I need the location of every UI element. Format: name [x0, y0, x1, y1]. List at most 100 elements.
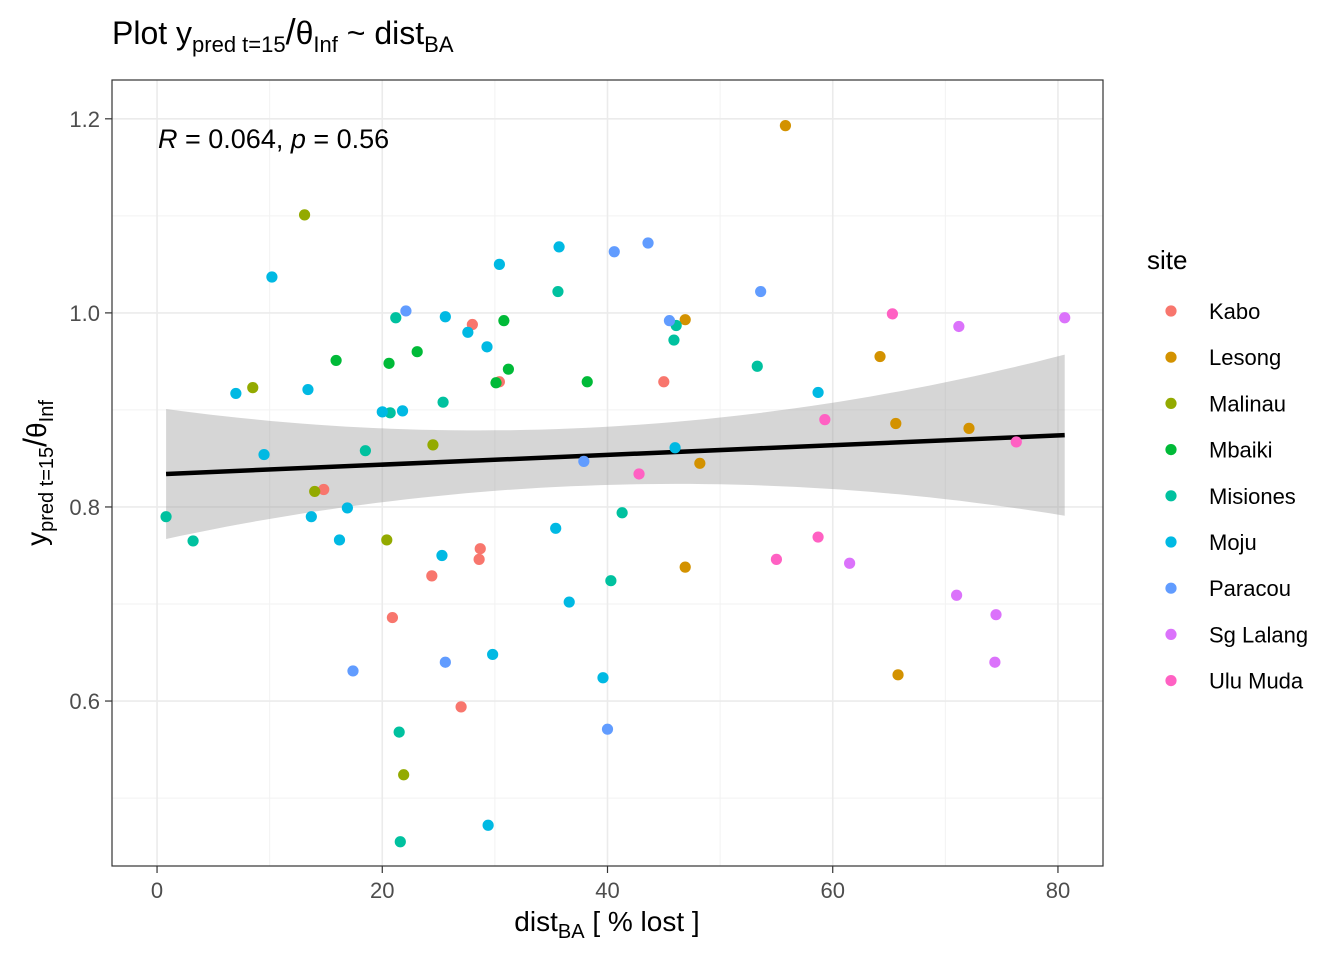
data-point: [462, 326, 474, 338]
legend-key: [1165, 628, 1177, 641]
data-point: [298, 209, 311, 221]
data-point: [605, 575, 617, 587]
legend-key: [1165, 490, 1177, 502]
data-point: [266, 271, 278, 283]
data-point: [302, 383, 314, 396]
legend-title: site: [1147, 245, 1187, 275]
y-tick-label: 0.6: [69, 689, 100, 714]
x-axis-title: distBA [ % lost ]: [514, 906, 699, 943]
data-point: [383, 357, 395, 369]
data-point: [989, 656, 1001, 668]
data-point: [400, 305, 412, 317]
data-point: [394, 836, 406, 848]
legend-label: Lesong: [1209, 345, 1281, 370]
legend-key: [1165, 305, 1177, 317]
x-axis: 0 20 40 60 80: [151, 866, 1070, 903]
data-point: [359, 445, 371, 457]
data-point: [427, 439, 439, 451]
data-point: [563, 596, 575, 608]
y-tick-label: 0.8: [69, 495, 100, 520]
legend: site Kabo Lesong Malinau Mbaiki Misiones Moju…: [1147, 245, 1308, 694]
data-point: [812, 386, 824, 399]
legend-label: Malinau: [1209, 391, 1286, 416]
data-point: [552, 285, 564, 298]
data-point: [487, 648, 499, 661]
y-tick-label: 1.2: [69, 107, 100, 132]
data-point: [309, 485, 321, 498]
data-point: [393, 726, 405, 738]
data-point: [411, 346, 423, 358]
data-points: [160, 120, 1071, 848]
data-point: [333, 534, 346, 546]
data-point: [616, 507, 628, 519]
data-point: [669, 442, 681, 454]
data-point: [390, 312, 402, 324]
x-tick-label: 20: [370, 878, 394, 903]
data-point: [578, 455, 590, 467]
data-point: [305, 511, 317, 523]
data-point: [386, 611, 399, 624]
data-point: [755, 285, 767, 298]
data-point: [493, 258, 505, 270]
data-point: [608, 246, 620, 258]
x-tick-label: 80: [1046, 878, 1070, 903]
data-point: [436, 549, 448, 562]
data-point: [819, 414, 831, 426]
x-tick-label: 60: [820, 878, 844, 903]
data-point: [890, 417, 902, 430]
data-point: [481, 341, 493, 353]
data-point: [892, 669, 904, 681]
data-point: [770, 553, 783, 565]
data-point: [779, 120, 792, 132]
legend-label: Sg Lalang: [1209, 622, 1308, 647]
data-point: [597, 672, 609, 684]
data-point: [318, 483, 330, 496]
data-point: [663, 315, 676, 327]
y-axis: 0.6 0.8 1.0 1.2: [69, 107, 112, 714]
legend-key: [1165, 582, 1177, 594]
confidence-ribbon: [166, 354, 1065, 539]
fit-line: [165, 432, 1065, 477]
data-point: [886, 308, 899, 320]
data-point: [426, 570, 438, 582]
data-point: [1059, 312, 1071, 324]
data-point: [679, 561, 691, 573]
data-point: [396, 405, 409, 417]
data-point: [490, 377, 502, 389]
data-point: [482, 819, 494, 831]
legend-label: Moju: [1209, 530, 1257, 555]
data-point: [951, 589, 963, 601]
data-point: [439, 656, 451, 668]
x-tick-label: 0: [151, 878, 163, 903]
data-point: [990, 609, 1002, 621]
data-point: [187, 535, 199, 547]
data-point: [694, 457, 706, 469]
data-point: [376, 406, 388, 418]
data-point: [1010, 436, 1022, 448]
confidence-band: [166, 354, 1065, 539]
data-point: [963, 422, 975, 434]
data-point: [844, 557, 856, 569]
legend-key: [1165, 397, 1177, 409]
data-point: [398, 769, 410, 781]
legend-label: Mbaiki: [1209, 438, 1273, 463]
data-point: [330, 354, 342, 367]
data-point: [437, 396, 449, 408]
data-point: [258, 448, 270, 461]
data-point: [498, 315, 510, 327]
data-point: [341, 502, 353, 514]
legend-label: Paracou: [1209, 576, 1291, 601]
legend-label: Ulu Muda: [1209, 669, 1304, 694]
major-gridlines: [112, 80, 1103, 866]
data-point: [550, 522, 562, 534]
data-point: [668, 334, 680, 346]
data-point: [347, 665, 359, 677]
data-point: [812, 531, 824, 543]
data-point: [473, 553, 485, 565]
legend-key: [1165, 675, 1177, 687]
data-point: [601, 723, 614, 735]
data-point: [633, 468, 645, 480]
data-point: [658, 376, 670, 388]
data-point: [230, 387, 242, 400]
data-point: [455, 701, 467, 713]
